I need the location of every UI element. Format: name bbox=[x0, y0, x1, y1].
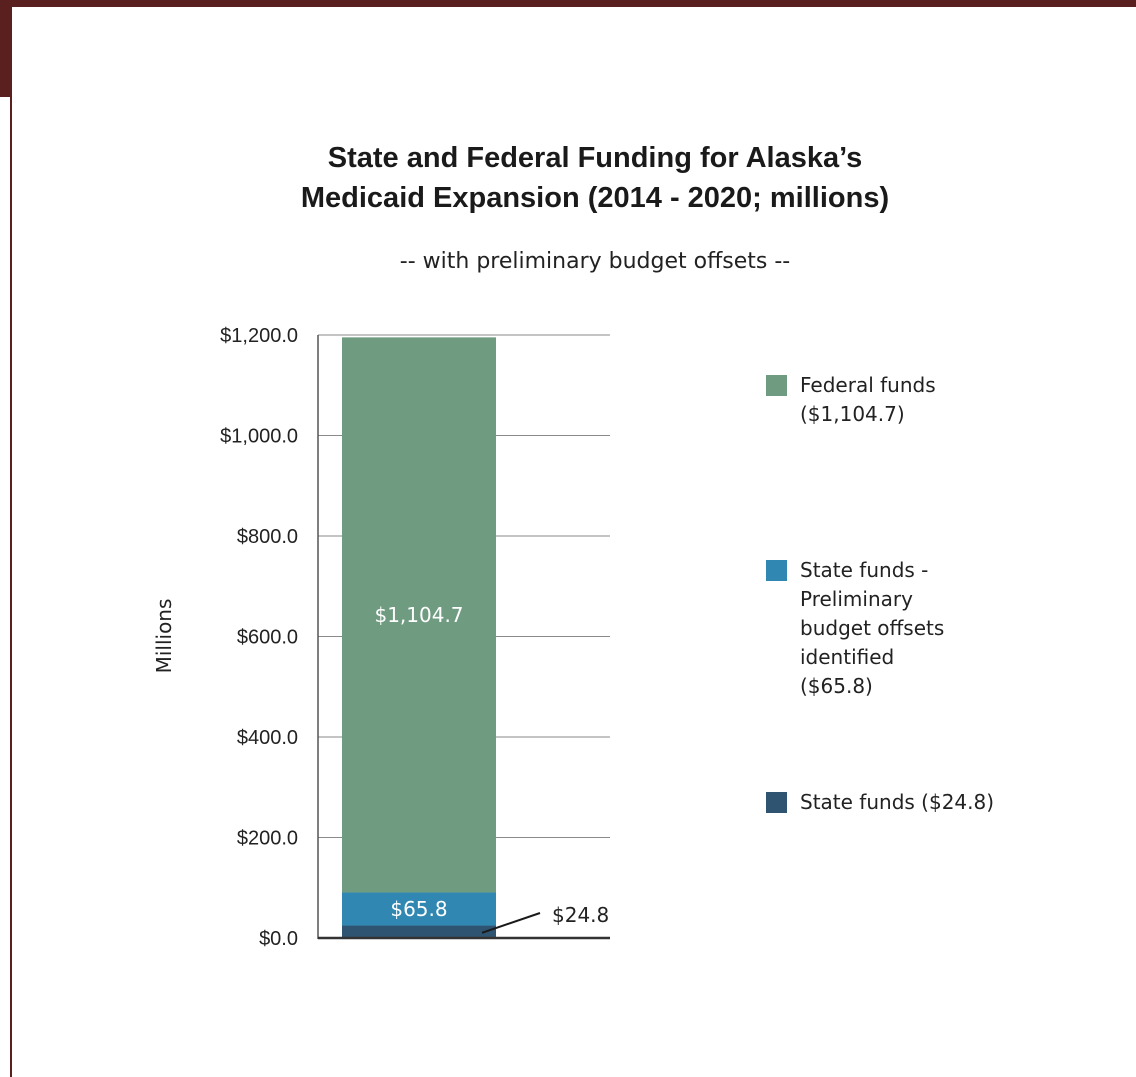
y-tick-label: $800.0 bbox=[237, 526, 298, 548]
data-label: $24.8 bbox=[552, 903, 609, 927]
legend-swatch bbox=[766, 792, 787, 813]
legend-label: ($1,104.7) bbox=[800, 402, 905, 426]
legend-label: State funds ($24.8) bbox=[800, 790, 994, 814]
bar-segments: $24.8 $65.8 $1,104.7 bbox=[342, 337, 609, 938]
y-tick-label: $200.0 bbox=[237, 828, 298, 850]
legend-label: State funds - bbox=[800, 558, 928, 582]
y-axis: $0.0 $200.0 $400.0 $600.0 $800.0 $1,000.0 $1,2… bbox=[220, 325, 610, 950]
legend-label: Preliminary bbox=[800, 587, 913, 611]
y-tick-label: $600.0 bbox=[237, 627, 298, 649]
chart-title-line-1: State and Federal Funding for Alaska’s bbox=[328, 142, 862, 174]
legend-label: budget offsets bbox=[800, 616, 944, 640]
legend-label: identified bbox=[800, 645, 894, 669]
data-label: $1,104.7 bbox=[374, 603, 463, 627]
label-leader-line bbox=[481, 912, 541, 934]
legend: Federal funds ($1,104.7) State funds - Prel… bbox=[766, 373, 994, 814]
y-tick-label: $0.0 bbox=[259, 928, 298, 950]
legend-label: ($65.8) bbox=[800, 674, 873, 698]
chart-title-line-2: Medicaid Expansion (2014 - 2020; million… bbox=[301, 182, 889, 214]
frame-inner-line bbox=[10, 7, 12, 1077]
bar-segment-0 bbox=[342, 925, 496, 938]
y-tick-label: $1,000.0 bbox=[220, 426, 298, 448]
legend-label: Federal funds bbox=[800, 373, 936, 397]
y-axis-label: Millions bbox=[152, 599, 176, 674]
bar-segment-2 bbox=[342, 337, 496, 893]
frame-top-border bbox=[0, 0, 1136, 7]
legend-swatch bbox=[766, 560, 787, 581]
bar-segment-1 bbox=[342, 892, 496, 926]
legend-swatch bbox=[766, 375, 787, 396]
y-tick-label: $1,200.0 bbox=[220, 325, 298, 347]
data-label: $65.8 bbox=[390, 897, 447, 921]
y-tick-label: $400.0 bbox=[237, 727, 298, 749]
frame-left-border bbox=[0, 0, 10, 97]
chart-subtitle: -- with preliminary budget offsets -- bbox=[400, 249, 790, 274]
